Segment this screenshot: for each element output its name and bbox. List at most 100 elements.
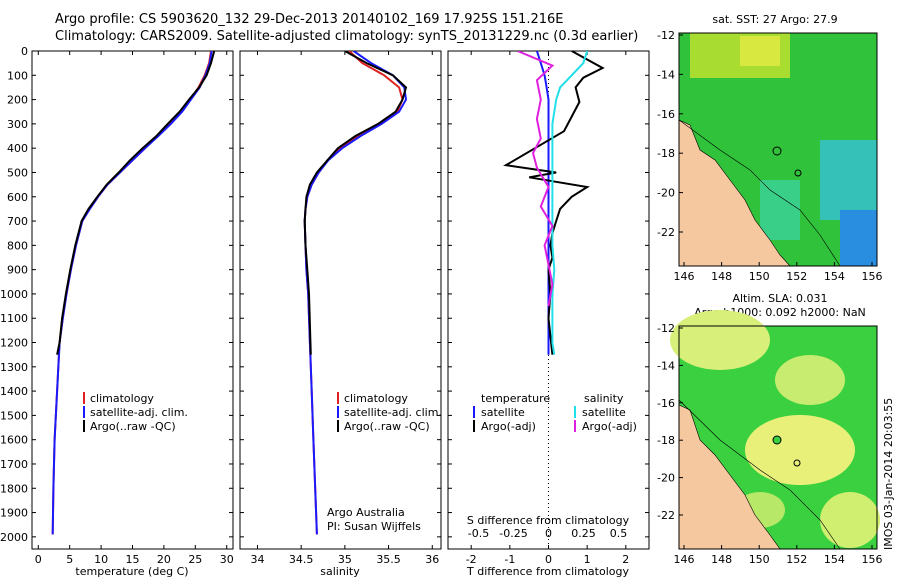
y-tick-label: 1500 xyxy=(0,409,28,422)
sst-map xyxy=(678,32,878,267)
map-y-tick-label: -20 xyxy=(657,187,675,200)
map-x-tick-label: 154 xyxy=(824,270,845,283)
legend-satellite-label: satellite-adj. clim. xyxy=(344,406,442,419)
map-x-tick-label: 150 xyxy=(749,270,770,283)
y-tick-label: 800 xyxy=(7,239,28,252)
temperature-panel-frame xyxy=(31,50,234,550)
legend-sal-argo-label: Argo(-adj) xyxy=(582,420,637,433)
sla-high-4 xyxy=(820,492,880,548)
legend-argo-label: Argo(..raw -QC) xyxy=(90,420,176,433)
salinity-xlabel: salinity xyxy=(320,565,360,578)
map-x-tick-label: 156 xyxy=(862,270,883,283)
legend-salinity-heading: salinity xyxy=(584,392,624,405)
series-salinity-climatology xyxy=(303,51,404,535)
legend-argo-label: Argo(..raw -QC) xyxy=(344,420,430,433)
legend-temperature-heading: temperature xyxy=(481,392,550,405)
sla-high-2 xyxy=(775,355,845,405)
x-tick-label: 0 xyxy=(35,553,42,566)
y-tick-label: 1200 xyxy=(0,337,28,350)
x-top-tick-label: 0.25 xyxy=(571,527,596,540)
map-y-tick-label: -16 xyxy=(657,108,675,121)
series-difference-sal-satellite xyxy=(551,51,589,355)
sla-isobath xyxy=(678,399,841,550)
y-tick-label: 600 xyxy=(7,191,28,204)
x-tick-label: -1 xyxy=(504,553,515,566)
map-y-tick-label: -14 xyxy=(657,359,675,372)
legend-satellite-label: satellite-adj. clim. xyxy=(90,406,188,419)
map-y-tick-label: -20 xyxy=(657,472,675,485)
salinity-panel-frame xyxy=(239,50,442,550)
x-tick-label: 36 xyxy=(425,553,439,566)
sla-argo-position xyxy=(772,435,782,445)
y-tick-label: 1300 xyxy=(0,361,28,374)
sla-high-1 xyxy=(670,310,770,370)
sla-map-frame xyxy=(678,325,878,550)
title-line-2: Climatology: CARS2009. Satellite-adjuste… xyxy=(55,29,639,44)
salinity-legend: climatology satellite-adj. clim. Argo(..… xyxy=(337,392,442,433)
x-tick-label: -2 xyxy=(466,553,477,566)
y-tick-label: 1000 xyxy=(0,288,28,301)
legend-temp-satellite-label: satellite xyxy=(481,406,525,419)
x-top-tick-label: -0.25 xyxy=(499,527,527,540)
map-x-tick-label: 146 xyxy=(674,270,695,283)
y-tick-label: 2000 xyxy=(0,531,28,544)
x-tick-label: 34.5 xyxy=(289,553,314,566)
sst-warm-patch-2 xyxy=(740,36,780,66)
title-line-1: Argo profile: CS 5903620_132 29-Dec-2013… xyxy=(55,12,564,27)
series-difference-temp-argo xyxy=(503,51,605,355)
legend-temp-argo-label: Argo(-adj) xyxy=(481,420,536,433)
imos-stamp: IMOS 03-Jan-2014 20:03:55 xyxy=(882,398,895,550)
map-x-tick-label: 150 xyxy=(749,553,770,566)
legend-sal-satellite-label: satellite xyxy=(582,406,626,419)
map-x-tick-label: 146 xyxy=(674,553,695,566)
x-tick-label: 20 xyxy=(157,553,171,566)
x-top-tick-label: 0.5 xyxy=(610,527,628,540)
sla-marker xyxy=(793,459,801,467)
series-temperature-satellite xyxy=(51,51,213,535)
x-tick-label: 10 xyxy=(94,553,108,566)
sst-cold-patch xyxy=(840,210,877,266)
sst-argo-position xyxy=(772,146,782,156)
temperature-xlabel: temperature (deg C) xyxy=(75,565,188,578)
series-difference-sal-argo xyxy=(517,51,555,307)
series-salinity-argo xyxy=(303,51,408,355)
x-tick-label: 34 xyxy=(250,553,264,566)
map-x-tick-label: 148 xyxy=(711,553,732,566)
series-lines xyxy=(51,51,605,535)
y-tick-label: 100 xyxy=(7,69,28,82)
temperature-legend: climatology satellite-adj. clim. Argo(..… xyxy=(83,392,188,433)
map-y-tick-label: -12 xyxy=(657,322,675,335)
y-tick-label: 500 xyxy=(7,166,28,179)
map-x-tick-label: 156 xyxy=(862,553,883,566)
x-tick-label: 0 xyxy=(545,553,552,566)
map-x-tick-label: 152 xyxy=(786,270,807,283)
sst-map-frame xyxy=(678,32,878,267)
sst-marker xyxy=(794,169,802,177)
y-tick-label: 300 xyxy=(7,118,28,131)
sst-map-ticks: 146 148 150 152 154 156 -12 -14 -16 -18 -20 -22 xyxy=(657,29,882,283)
legend-climatology-label: climatology xyxy=(90,392,154,405)
map-y-tick-label: -18 xyxy=(657,147,675,160)
y-tick-label: 900 xyxy=(7,264,28,277)
y-tick-label: 700 xyxy=(7,215,28,228)
map-y-tick-label: -14 xyxy=(657,68,675,81)
x-tick-label: 5 xyxy=(66,553,73,566)
map-x-tick-label: 148 xyxy=(711,270,732,283)
x-tick-label: 1 xyxy=(584,553,591,566)
sla-high-3 xyxy=(745,415,855,485)
y-tick-label: 200 xyxy=(7,94,28,107)
sla-map xyxy=(670,310,880,550)
y-tick-label: 1400 xyxy=(0,385,28,398)
map-y-tick-label: -22 xyxy=(657,226,675,239)
map-y-tick-label: -12 xyxy=(657,29,675,42)
x-top-tick-label: 0 xyxy=(545,527,552,540)
map-y-tick-label: -18 xyxy=(657,434,675,447)
sst-map-title: sat. SST: 27 Argo: 27.9 xyxy=(712,13,837,26)
y-tick-label: 1900 xyxy=(0,507,28,520)
sst-isobath xyxy=(678,119,841,267)
difference-legend: temperature salinity satellite Argo(-adj… xyxy=(473,392,637,433)
y-tick-label: 1100 xyxy=(0,312,28,325)
sla-map-title-1: Altim. SLA: 0.031 xyxy=(732,292,827,305)
x-tick-label: 35 xyxy=(338,553,352,566)
